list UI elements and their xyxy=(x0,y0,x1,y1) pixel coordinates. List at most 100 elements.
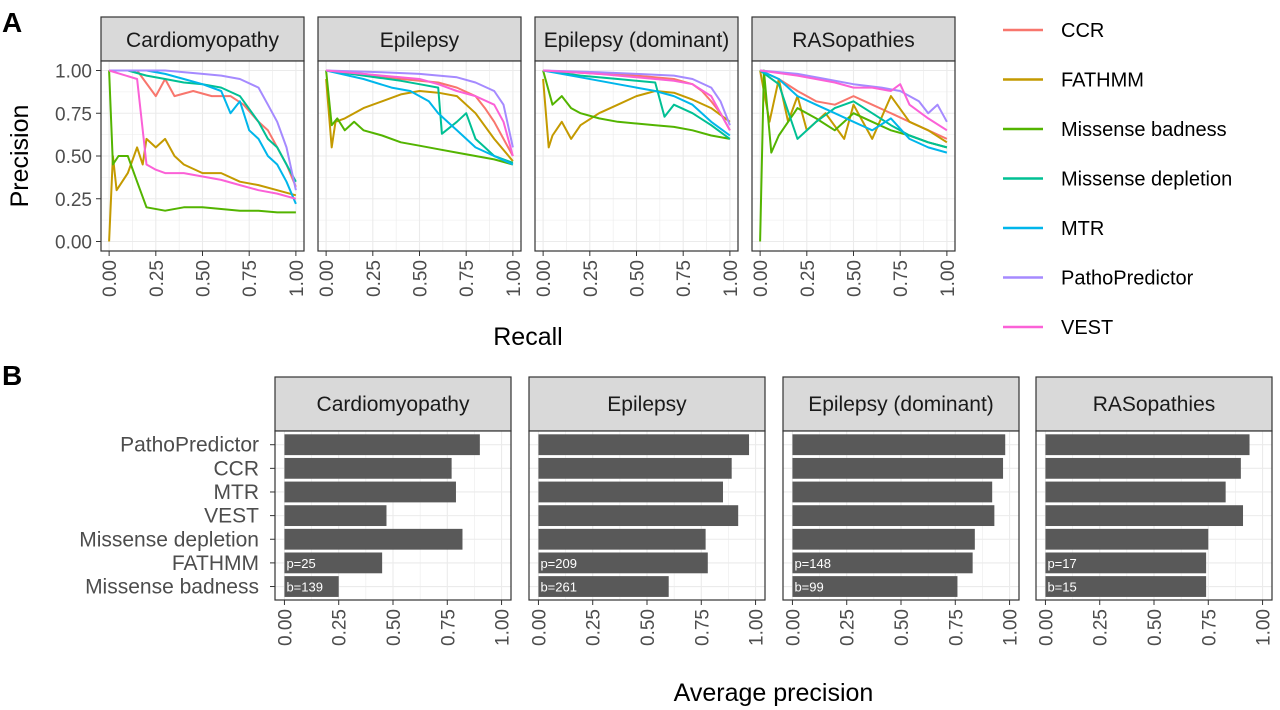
bar-ccr xyxy=(538,457,732,479)
facet-label: Epilepsy xyxy=(380,29,460,52)
x-tick-label: 1.00 xyxy=(493,609,514,646)
bar-annotation-p: p=17 xyxy=(1047,556,1076,571)
category-label-missense-badness: Missense badness xyxy=(85,576,259,599)
facet-strip xyxy=(534,16,739,62)
legend-item-mtr: MTR xyxy=(1003,218,1104,240)
x-tick-label: 0.25 xyxy=(330,609,351,646)
x-axis-title: Average precision xyxy=(674,679,874,707)
bar-missense-depletion xyxy=(792,528,975,550)
legend-label: Missense badness xyxy=(1061,119,1227,141)
x-tick-label: 0.75 xyxy=(1199,609,1220,646)
series-line-missense-depletion xyxy=(542,69,731,140)
legend-label: FATHMM xyxy=(1061,70,1144,92)
series-line-pathopredictor xyxy=(109,69,297,191)
series-line-pathopredictor xyxy=(543,69,731,126)
x-tick-label: 0.50 xyxy=(628,260,649,297)
pr-facet-rasopathies: RASopathies 0.00 0.25 0.50 0.75 1.00 xyxy=(751,16,959,297)
legend-item-missense-badness: Missense badness xyxy=(1003,119,1227,141)
series-line-pathopredictor xyxy=(326,69,514,148)
bar-annotation-b: b=15 xyxy=(1047,580,1076,595)
facet-label: RASopathies xyxy=(1093,393,1216,416)
pr-facet-cardiomyopathy: Cardiomyopathy 0.00 0.25 0.50 0.75 1.00 0.00 0.… xyxy=(55,16,308,297)
bar-missense-badness xyxy=(1045,576,1207,597)
y-tick-label: 0.50 xyxy=(55,147,92,168)
series-line-mtr xyxy=(542,69,731,137)
bar-missense-badness xyxy=(284,576,339,597)
legend-item-vest: VEST xyxy=(1003,317,1113,339)
bar-missense-badness xyxy=(538,576,669,597)
y-tick-label: 0.25 xyxy=(55,190,92,211)
bar-mtr xyxy=(538,481,723,503)
x-tick-label: 0.50 xyxy=(194,260,215,297)
bar-pathopredictor xyxy=(1045,434,1250,456)
category-label-mtr: MTR xyxy=(214,481,260,504)
bar-vest xyxy=(1045,505,1244,527)
series-line-vest xyxy=(326,69,514,157)
facet-label: Epilepsy (dominant) xyxy=(544,29,730,52)
ap-facet-cardiomyopathy: Cardiomyopathy p=25 b=139 0.00 0.25 0.50 0.75 1… xyxy=(79,376,514,646)
bar-missense-badness xyxy=(792,576,958,597)
x-tick-label: 0.00 xyxy=(751,260,772,297)
x-tick-label: 1.00 xyxy=(721,260,742,297)
legend-label: MTR xyxy=(1061,218,1104,240)
pr-facet-epilepsy: Epilepsy 0.00 0.25 0.50 0.75 1.00 xyxy=(317,16,525,297)
series-line-mtr xyxy=(325,69,514,166)
facet-label: Cardiomyopathy xyxy=(317,393,470,416)
facet-label: Epilepsy (dominant) xyxy=(808,393,994,416)
category-label-ccr: CCR xyxy=(214,457,260,480)
x-tick-label: 0.25 xyxy=(584,609,605,646)
x-tick-label: 0.00 xyxy=(529,609,550,646)
series-line-pathopredictor xyxy=(760,69,948,123)
x-tick-label: 0.75 xyxy=(946,609,967,646)
series-line-mtr xyxy=(759,69,948,154)
series-line-fathmm xyxy=(108,137,297,242)
facet-strip xyxy=(751,16,956,62)
bar-vest xyxy=(792,505,995,527)
bar-fathmm xyxy=(792,552,973,574)
series-line-fathmm xyxy=(542,78,731,149)
x-axis-title: Recall xyxy=(493,323,562,351)
pr-facet-epilepsy-dominant: Epilepsy (dominant) 0.00 0.25 0.50 0.75 1.00 xyxy=(534,16,742,297)
panel-tag-b: B xyxy=(2,360,22,391)
facet-strip xyxy=(782,376,1020,432)
bar-annotation-b: b=139 xyxy=(286,580,323,595)
x-tick-label: 0.50 xyxy=(892,609,913,646)
x-tick-label: 0.25 xyxy=(838,609,859,646)
facet-label: Cardiomyopathy xyxy=(126,29,279,52)
x-tick-label: 0.00 xyxy=(100,260,121,297)
category-label-pathopredictor: PathoPredictor xyxy=(120,434,259,457)
ap-facet-epilepsy-dominant: Epilepsy (dominant) p=148 b=99 0.00 0.25 0.50… xyxy=(782,376,1022,646)
x-tick-label: 0.00 xyxy=(534,260,555,297)
ap-facet-rasopathies: RASopathies p=17 b=15 0.00 0.25 0.50 0.75 1.00 xyxy=(1035,376,1275,646)
bar-fathmm xyxy=(1045,552,1207,574)
x-tick-label: 1.00 xyxy=(504,260,525,297)
facet-strip xyxy=(1035,376,1273,432)
bar-mtr xyxy=(284,481,456,503)
series-line-missense-badness xyxy=(108,70,296,214)
bar-fathmm xyxy=(284,552,383,574)
x-tick-label: 0.50 xyxy=(384,609,405,646)
bar-pathopredictor xyxy=(538,434,750,456)
bar-mtr xyxy=(792,481,993,503)
category-label-vest: VEST xyxy=(204,505,259,528)
legend-item-fathmm: FATHMM xyxy=(1003,70,1144,92)
x-tick-label: 0.50 xyxy=(845,260,866,297)
x-tick-label: 0.50 xyxy=(638,609,659,646)
category-label-fathmm: FATHMM xyxy=(172,552,259,575)
legend: CCR FATHMM Missense badness Missense deplet… xyxy=(1003,20,1232,339)
series-line-missense-badness xyxy=(325,70,514,166)
bar-missense-depletion xyxy=(284,528,463,550)
ap-facet-epilepsy: Epilepsy p=209 b=261 0.00 0.25 0.50 0.75 1.00 xyxy=(528,376,768,646)
y-axis-title: Precision xyxy=(6,105,34,208)
x-tick-label: 0.75 xyxy=(240,260,261,297)
category-label-missense-depletion: Missense depletion xyxy=(79,528,259,551)
legend-label: CCR xyxy=(1061,20,1104,42)
precision-recall-chart: Cardiomyopathy 0.00 0.25 0.50 0.75 1.00 0.00 0.… xyxy=(6,16,959,351)
series-line-vest xyxy=(543,69,731,131)
facet-label: RASopathies xyxy=(792,29,915,52)
bar-annotation-p: p=148 xyxy=(794,556,831,571)
bar-ccr xyxy=(284,457,452,479)
x-tick-label: 1.00 xyxy=(938,260,959,297)
series-line-missense-depletion xyxy=(759,69,948,149)
legend-item-pathopredictor: PathoPredictor xyxy=(1003,268,1194,290)
